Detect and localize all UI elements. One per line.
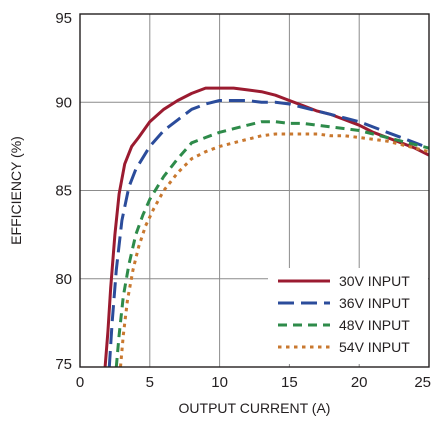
x-tick-label: 10 [211, 374, 228, 391]
legend-label-4: 54V INPUT [339, 339, 410, 355]
x-tick-label: 5 [146, 374, 154, 391]
series-lines [103, 86, 430, 368]
x-tick-label: 20 [351, 374, 368, 391]
x-tick-label: 15 [281, 374, 298, 391]
legend-label-3: 48V INPUT [339, 317, 410, 333]
series-line-3 [114, 120, 430, 368]
y-tick-label: 85 [55, 183, 72, 200]
y-tick-label: 95 [55, 10, 72, 27]
y-tick-label: 90 [55, 94, 72, 111]
plot-frame [79, 13, 430, 368]
series-line-1 [103, 86, 430, 368]
legend-label-2: 36V INPUT [339, 295, 410, 311]
tick-labels: 0 5 10 15 20 25 75 80 85 90 95 [55, 10, 431, 391]
y-tick-label: 80 [55, 271, 72, 288]
legend-label-1: 30V INPUT [339, 273, 410, 289]
series-line-2 [107, 99, 430, 368]
y-axis-title: EFFICIENCY (%) [8, 136, 24, 245]
x-tick-label: 0 [76, 374, 84, 391]
y-tick-label: 75 [55, 356, 72, 373]
legend: 30V INPUT 36V INPUT 48V INPUT 54V INPUT [278, 273, 410, 355]
x-tick-label: 25 [414, 374, 431, 391]
series-line-4 [119, 132, 430, 368]
x-axis-title: OUTPUT CURRENT (A) [179, 400, 331, 416]
